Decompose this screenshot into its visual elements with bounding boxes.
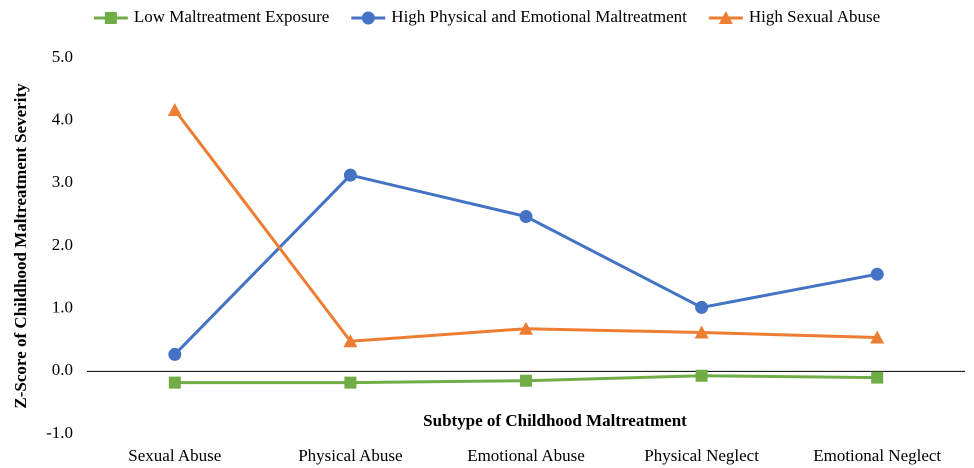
legend: Low Maltreatment Exposure High Physical a…: [93, 7, 880, 26]
x-tick-label: Emotional Abuse: [467, 446, 585, 465]
y-tick-label: 5.0: [52, 47, 73, 66]
x-tick-label: Physical Abuse: [298, 446, 402, 465]
marker: [695, 300, 709, 314]
marker: [343, 334, 358, 348]
y-axis-title: Z-Score of Childhood Maltreatment Severi…: [11, 83, 30, 409]
marker: [168, 376, 181, 389]
x-tick-label: Physical Neglect: [644, 446, 759, 465]
x-axis-title: Subtype of Childhood Maltreatment: [423, 411, 687, 430]
legend-item: High Sexual Abuse: [708, 7, 880, 26]
y-tick-label: 4.0: [52, 110, 73, 129]
legend-item: Low Maltreatment Exposure: [93, 7, 329, 26]
marker: [871, 371, 884, 384]
y-tick-label: 2.0: [52, 235, 73, 254]
marker: [361, 11, 375, 25]
marker: [520, 374, 532, 387]
legend-label: High Physical and Emotional Maltreatment: [391, 7, 687, 26]
marker: [694, 325, 709, 339]
y-tick-label: -1.0: [46, 423, 73, 442]
marker: [168, 347, 182, 361]
y-tick-label: 3.0: [52, 172, 73, 191]
legend-item: High Physical and Emotional Maltreatment: [351, 7, 687, 26]
marker: [343, 168, 357, 182]
legend-label: High Sexual Abuse: [749, 7, 880, 26]
marker: [344, 376, 357, 389]
x-tick-label: Emotional Neglect: [813, 446, 941, 465]
series-line: [173, 109, 878, 343]
x-tick-label: Sexual Abuse: [128, 446, 221, 465]
marker: [167, 103, 182, 117]
y-tick-label: 1.0: [52, 298, 73, 317]
marker: [519, 210, 533, 224]
marker: [870, 267, 884, 281]
marker: [104, 12, 117, 24]
legend-label: Low Maltreatment Exposure: [134, 7, 329, 26]
marker: [519, 321, 533, 335]
marker: [718, 11, 733, 24]
y-tick-label: 0.0: [52, 360, 73, 379]
marker: [695, 369, 708, 382]
marker: [870, 330, 885, 344]
